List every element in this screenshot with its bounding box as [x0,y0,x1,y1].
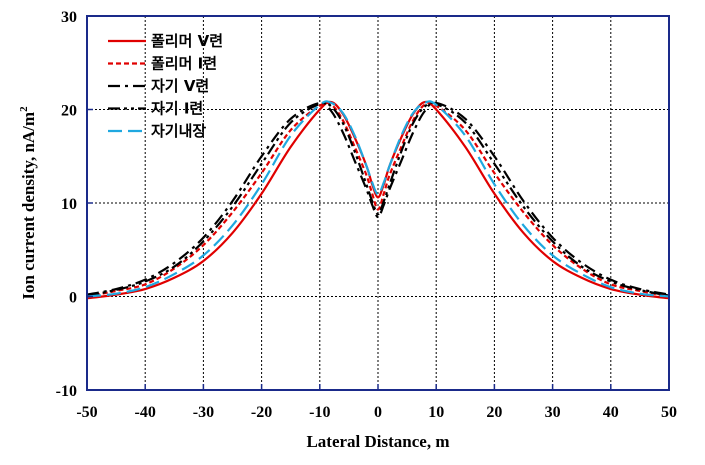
y-tick-label: -10 [56,383,77,400]
y-axis-title-main: Ion current density, nA/m [19,112,38,300]
y-tick-label: 10 [61,196,77,213]
legend-label-1: 폴리머 V련 [151,32,223,50]
series-line-4 [86,101,670,297]
x-tick-label: -10 [309,404,330,421]
series-group [86,100,670,300]
y-tick-label: 0 [69,290,77,307]
grid-lines [87,16,669,390]
x-tick-label: 40 [603,404,619,421]
legend-label-4: 자기 I련 [151,100,203,118]
x-tick-label: 0 [374,404,382,421]
x-tick-label: -30 [193,404,214,421]
y-tick-label: 30 [61,9,77,26]
series-line-1 [86,100,670,300]
x-tick-label: 30 [545,404,561,421]
x-axis-title: Lateral Distance, m [306,432,449,451]
y-tick-label: 20 [61,103,77,120]
legend-label-2: 폴리머 I련 [151,55,217,73]
x-tick-label: 10 [428,404,444,421]
y-axis-title: Ion current density, nA/m2 [18,106,38,300]
series-line-2 [86,101,670,298]
legend-label-3: 자기 V련 [151,77,209,95]
y-tick-labels: -10 0 10 20 30 [56,9,77,400]
x-tick-label: 50 [661,404,677,421]
legend-label-5: 자기내장 [151,122,206,140]
x-tick-label: -50 [76,404,97,421]
x-tick-labels: -50 -40 -30 -20 -10 0 10 20 30 40 50 [76,404,677,421]
x-tick-label: -40 [135,404,156,421]
x-tick-label: 20 [486,404,502,421]
series-line-3 [86,101,670,296]
tick-marks [86,15,670,391]
y-axis-title-sup: 2 [18,106,30,112]
x-tick-label: -20 [251,404,272,421]
